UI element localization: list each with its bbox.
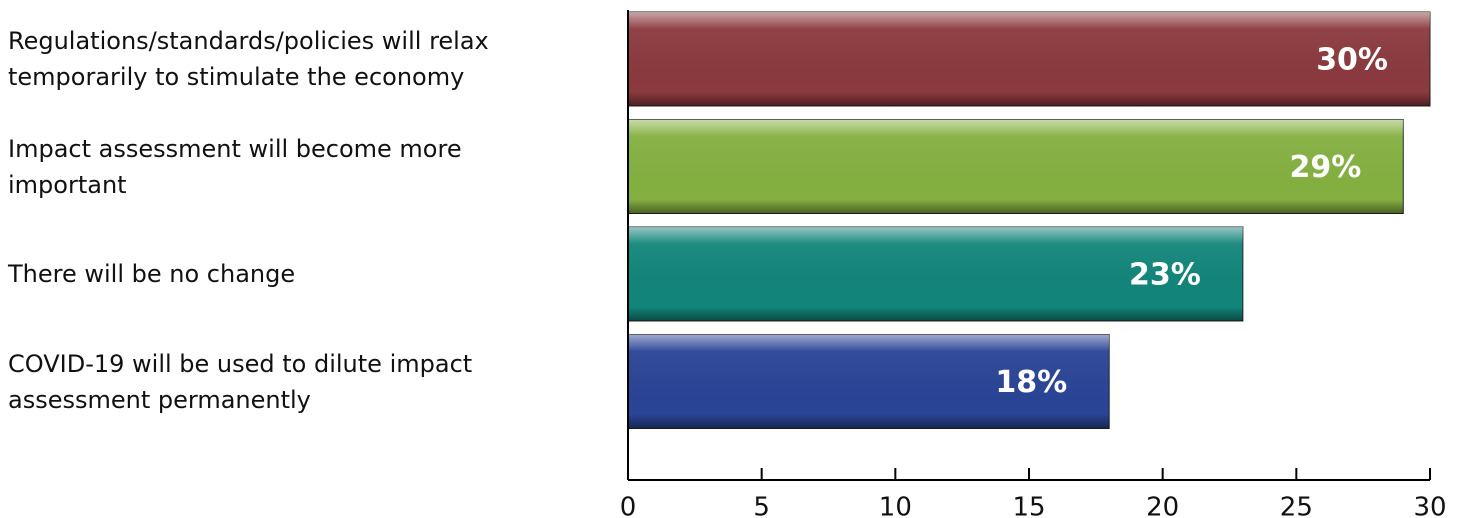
x-tick-label: 15 <box>1012 493 1045 518</box>
category-label: There will be no change <box>8 260 296 288</box>
category-label: COVID-19 will be used to dilute impact a… <box>8 349 473 414</box>
x-tick-label: 10 <box>879 493 912 518</box>
x-tick-label: 0 <box>620 493 637 518</box>
category-label: Impact assessment will become more impor… <box>8 134 462 199</box>
x-tick-label: 5 <box>753 493 770 518</box>
value-label: 30% <box>1316 43 1388 78</box>
x-tick-label: 30 <box>1413 493 1446 518</box>
category-label: Regulations/standards/policies will rela… <box>8 27 489 91</box>
value-label: 29% <box>1289 150 1361 185</box>
bar-sheen <box>628 119 1404 214</box>
value-label: 18% <box>995 365 1067 400</box>
bar-sheen <box>628 334 1110 429</box>
bar-sheen <box>628 12 1430 106</box>
bar-sheen <box>628 227 1243 321</box>
value-label: 23% <box>1129 258 1201 293</box>
x-tick-label: 20 <box>1146 493 1179 518</box>
x-tick-label: 25 <box>1280 493 1313 518</box>
